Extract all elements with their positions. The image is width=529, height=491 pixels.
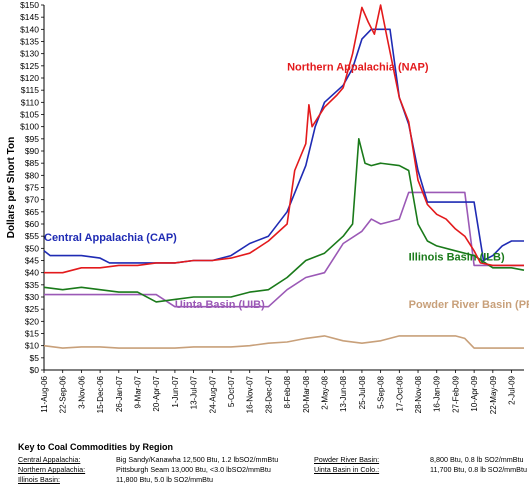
key-desc: 11,700 Btu, 0.8 lb SO2/mmBtu bbox=[430, 465, 527, 474]
y-tick-label: $90 bbox=[25, 146, 39, 156]
key-row: Northern Appalachia: Pittsburgh Seam 13,… bbox=[18, 465, 527, 475]
y-tick-label: $5 bbox=[30, 353, 40, 363]
x-tick-label: 27-Feb-09 bbox=[451, 375, 460, 412]
series-line bbox=[44, 4, 524, 274]
x-tick-label: 28-Dec-07 bbox=[264, 375, 273, 413]
y-tick-label: $135 bbox=[20, 37, 39, 47]
y-tick-label: $145 bbox=[20, 12, 39, 22]
y-tick-label: $140 bbox=[20, 24, 39, 34]
x-tick-label: 9-Mar-07 bbox=[134, 375, 143, 408]
key-name: Powder River Basin: bbox=[314, 455, 380, 464]
y-tick-label: $75 bbox=[25, 183, 39, 193]
y-tick-label: $25 bbox=[25, 304, 39, 314]
x-tick-label: 20-Apr-07 bbox=[152, 375, 161, 411]
y-tick-label: $0 bbox=[30, 365, 40, 375]
y-tick-label: $35 bbox=[25, 280, 39, 290]
y-tick-label: $50 bbox=[25, 243, 39, 253]
x-tick-label: 2-May-08 bbox=[321, 375, 330, 409]
chart: $0 $5 $10 $15 $20 $25 $30 $35 $40 $45 $50 $55 $60 $65… bbox=[6, 0, 529, 414]
key-desc: Big Sandy/Kanawha 12,500 Btu, 1.2 lbSO2/… bbox=[116, 455, 279, 464]
x-tick-label: 5-Oct-07 bbox=[227, 375, 236, 407]
x-tick-label: 25-Jul-08 bbox=[358, 375, 367, 409]
y-tick-label: $30 bbox=[25, 292, 39, 302]
y-tick-label: $95 bbox=[25, 134, 39, 144]
y-tick-label: $15 bbox=[25, 329, 39, 339]
x-tick-label: 8-Feb-08 bbox=[283, 375, 292, 408]
x-tick-label: 16-Jan-09 bbox=[433, 375, 442, 412]
x-tick-label: 24-Aug-07 bbox=[208, 375, 217, 413]
series-label: Central Appalachia (CAP) bbox=[44, 232, 177, 244]
key-name: Central Appalachia: bbox=[18, 455, 81, 464]
series-label: Powder River Basin (PRB) bbox=[409, 299, 529, 311]
x-tick-label: 10-Apr-09 bbox=[470, 375, 479, 411]
x-tick-label: 1-Jun-07 bbox=[171, 375, 180, 407]
x-tick-label: 20-Mar-08 bbox=[302, 375, 311, 412]
x-tick-label: 22-Sep-06 bbox=[59, 375, 68, 413]
series-label: Illinois Basin (ILB) bbox=[409, 252, 505, 264]
series-line bbox=[44, 191, 524, 308]
series-line bbox=[43, 138, 525, 303]
key-desc: 8,800 Btu, 0.8 lb SO2/mmBtu bbox=[430, 455, 524, 464]
y-tick-label: $20 bbox=[25, 316, 39, 326]
series-label: Northern Appalachia (NAP) bbox=[287, 62, 429, 74]
y-tick-label: $65 bbox=[25, 207, 39, 217]
y-tick-label: $55 bbox=[25, 231, 39, 241]
key-name: Illinois Basin: bbox=[18, 475, 60, 484]
y-tick-label: $150 bbox=[20, 0, 39, 10]
key-row: Central Appalachia: Big Sandy/Kanawha 12… bbox=[18, 455, 524, 465]
y-tick-label: $130 bbox=[20, 49, 39, 59]
y-tick-label: $70 bbox=[25, 195, 39, 205]
key-table: Key to Coal Commodities by Region Centra… bbox=[18, 442, 527, 485]
plot-area: $0 $5 $10 $15 $20 $25 $30 $35 $40 $45 $50 $55 $60 $65… bbox=[6, 0, 529, 414]
y-tick-label: $120 bbox=[20, 73, 39, 83]
series-label: Uinta Basin (UIB) bbox=[175, 299, 265, 311]
x-tick-label: 22-May-09 bbox=[489, 375, 498, 414]
x-tick-label: 28-Nov-08 bbox=[414, 375, 423, 413]
x-tick-label: 13-Jun-08 bbox=[339, 375, 348, 412]
series-line bbox=[43, 335, 524, 349]
y-tick-label: $85 bbox=[25, 158, 39, 168]
x-tick-label: 2-Jul-09 bbox=[508, 375, 517, 404]
y-tick-label: $45 bbox=[25, 256, 39, 266]
y-tick-label: $100 bbox=[20, 122, 39, 132]
key-name: Northern Appalachia: bbox=[18, 465, 86, 474]
x-tick-label: 3-Nov-06 bbox=[77, 375, 86, 408]
y-tick-label: $105 bbox=[20, 110, 39, 120]
key-desc: 11,800 Btu, 5.0 lb SO2/mmBtu bbox=[116, 475, 213, 484]
y-tick-label: $60 bbox=[25, 219, 39, 229]
x-tick-label: 11-Aug-06 bbox=[40, 375, 49, 412]
key-row: Illinois Basin: 11,800 Btu, 5.0 lb SO2/m… bbox=[18, 475, 523, 485]
key-name: Uinta Basin in Colo.: bbox=[314, 465, 380, 474]
x-tick-label: 15-Dec-06 bbox=[96, 375, 105, 413]
key-desc: Pittsburgh Seam 13,000 Btu, <3.0 lbSO2/m… bbox=[116, 465, 271, 474]
y-tick-label: $110 bbox=[21, 97, 40, 107]
y-tick-label: $10 bbox=[25, 341, 39, 351]
y-tick-label: $40 bbox=[25, 268, 39, 278]
x-tick-label: 13-Jul-07 bbox=[190, 375, 199, 409]
y-tick-label: $115 bbox=[21, 85, 40, 95]
x-tick-label: 16-Nov-07 bbox=[246, 375, 255, 413]
y-tick-label: $80 bbox=[25, 170, 39, 180]
y-axis-title: Dollars per Short Ton bbox=[6, 137, 17, 239]
x-tick-label: 26-Jan-07 bbox=[115, 375, 124, 412]
series-line bbox=[43, 28, 524, 264]
y-tick-label: $125 bbox=[20, 61, 39, 71]
key-title: Key to Coal Commodities by Region bbox=[18, 442, 174, 452]
x-tick-label: 5-Sep-08 bbox=[377, 375, 386, 408]
x-tick-label: 17-Oct-08 bbox=[395, 375, 404, 411]
